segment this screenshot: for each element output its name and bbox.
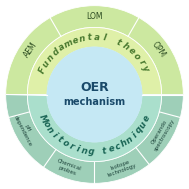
Text: u: u (41, 59, 52, 69)
Text: h: h (121, 41, 131, 52)
Text: a: a (57, 42, 67, 53)
Text: y: y (140, 64, 151, 73)
Text: t: t (87, 33, 92, 42)
Text: e: e (126, 46, 137, 56)
Text: e: e (141, 114, 152, 123)
Wedge shape (27, 27, 162, 94)
Text: u: u (138, 120, 149, 130)
Text: r: r (137, 58, 146, 66)
Wedge shape (27, 94, 162, 162)
Wedge shape (6, 6, 183, 94)
Text: t: t (102, 146, 108, 156)
Text: o: o (41, 120, 51, 129)
Text: i: i (75, 144, 81, 154)
Text: M: M (37, 113, 49, 125)
Text: r: r (67, 142, 75, 152)
Text: LOM: LOM (86, 12, 103, 21)
Text: n: n (78, 34, 86, 44)
Text: n: n (81, 146, 88, 156)
Text: q: q (134, 125, 145, 136)
Text: Isotope
technology: Isotope technology (105, 157, 137, 178)
Text: pH
dependence: pH dependence (12, 112, 38, 147)
Text: n: n (44, 125, 55, 136)
Text: a: a (94, 33, 100, 42)
Text: m: m (62, 38, 74, 50)
Text: Operando
spectroscopy: Operando spectroscopy (148, 115, 176, 152)
Text: h: h (119, 138, 129, 149)
Text: i: i (50, 131, 59, 139)
Text: n: n (45, 53, 56, 63)
Text: c: c (114, 142, 122, 152)
Text: mechanism: mechanism (64, 97, 125, 107)
Text: e: e (107, 144, 115, 154)
Circle shape (47, 47, 142, 142)
Text: o: o (132, 51, 142, 61)
Text: AEM: AEM (22, 40, 39, 59)
Text: OPM: OPM (150, 40, 167, 59)
Wedge shape (6, 94, 183, 183)
Text: Chemical
probes: Chemical probes (54, 158, 82, 177)
Text: e: e (71, 36, 79, 46)
Text: t: t (55, 135, 64, 145)
Text: n: n (124, 134, 135, 145)
Text: g: g (88, 147, 94, 156)
Text: l: l (102, 34, 107, 43)
Text: i: i (130, 131, 139, 139)
Text: o: o (60, 138, 70, 149)
Text: d: d (51, 47, 61, 58)
Text: OER: OER (80, 81, 109, 94)
Text: t: t (115, 38, 123, 48)
Text: F: F (37, 66, 48, 75)
